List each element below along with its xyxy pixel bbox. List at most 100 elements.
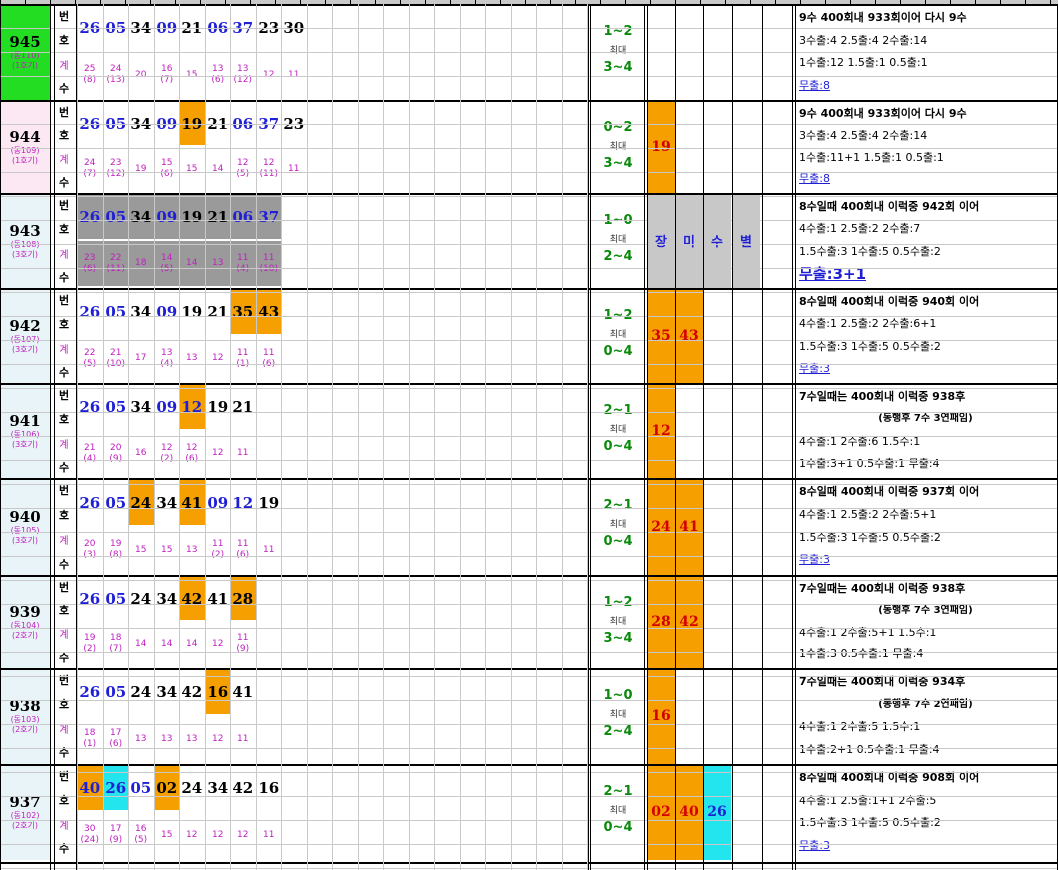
number-cell[interactable]: 34 — [156, 493, 178, 512]
count-value: 12 — [212, 448, 224, 458]
round-cell: 939 (동104) (2호기) — [0, 575, 50, 668]
grid-line — [725, 0, 726, 4]
grid-line — [307, 4, 308, 870]
number-cell[interactable]: 37 — [256, 195, 282, 239]
number-cell[interactable]: 42 — [232, 779, 254, 797]
number-cell[interactable]: 34 — [207, 779, 229, 797]
number-cell[interactable]: 16 — [205, 670, 231, 714]
number-cell[interactable]: 05 — [130, 779, 152, 797]
number-cell[interactable]: 05 — [105, 303, 127, 321]
number-cell[interactable]: 34 — [130, 398, 152, 416]
pattern-max-label: 최대 — [609, 234, 627, 245]
count-cell: 12 — [179, 812, 205, 858]
number-cell[interactable]: 26 — [77, 195, 103, 239]
number-cell[interactable]: 05 — [105, 493, 127, 512]
number-cell[interactable]: 26 — [79, 303, 101, 321]
number-cell[interactable]: 26 — [79, 114, 101, 133]
number-cell[interactable]: 09 — [156, 114, 178, 133]
pattern-max-label: 최대 — [609, 141, 627, 152]
number-cell[interactable]: 05 — [105, 683, 127, 701]
number-cell[interactable]: 05 — [105, 114, 127, 133]
grid-line — [0, 764, 1058, 766]
number-cell[interactable]: 24 — [130, 683, 152, 701]
number-cell[interactable]: 34 — [130, 303, 152, 321]
hit-number-cell: 12 — [647, 383, 675, 478]
count-value: 11 — [263, 252, 275, 263]
grid-line — [0, 364, 1058, 365]
count-cell: 11 — [281, 52, 307, 98]
number-cell[interactable]: 09 — [154, 195, 180, 239]
number-cell[interactable]: 05 — [105, 398, 127, 416]
number-cell[interactable]: 21 — [207, 303, 229, 321]
note-line: 1수출:11+1 1.5출:1 0.5출:1 — [799, 150, 944, 164]
count-sub: (2) — [83, 644, 97, 654]
number-cell[interactable]: 24 — [130, 589, 152, 608]
number-cell[interactable]: 34 — [128, 195, 154, 239]
number-cell[interactable]: 12 — [232, 493, 254, 512]
hit-number-cell: 19 — [647, 100, 675, 193]
grid-line — [700, 0, 701, 4]
number-cell[interactable]: 09 — [156, 398, 178, 416]
number-cell[interactable]: 12 — [179, 385, 205, 429]
number-cell[interactable]: 26 — [79, 683, 101, 701]
count-sub: (6) — [236, 550, 250, 560]
count-cell: 13 — [154, 716, 180, 762]
number-cell[interactable]: 19 — [179, 102, 205, 145]
number-cell[interactable]: 21 — [205, 195, 231, 239]
count-sub: (4) — [160, 359, 173, 370]
number-cell[interactable]: 16 — [258, 779, 280, 797]
grid-line — [50, 4, 51, 870]
number-cell[interactable]: 23 — [283, 114, 305, 133]
number-cell[interactable]: 34 — [156, 589, 178, 608]
number-cell[interactable]: 26 — [79, 493, 101, 512]
number-cell[interactable]: 43 — [256, 290, 282, 334]
number-cell[interactable]: 19 — [207, 398, 229, 416]
count-cell: 11(6) — [230, 527, 256, 573]
number-cell[interactable]: 37 — [258, 114, 280, 133]
number-cell[interactable]: 34 — [130, 114, 152, 133]
count-sub: (6) — [211, 75, 225, 85]
grid-line — [925, 0, 926, 4]
number-cell[interactable]: 05 — [103, 195, 129, 239]
number-cell[interactable]: 26 — [79, 398, 101, 416]
number-cell[interactable]: 24 — [181, 779, 203, 797]
number-cell[interactable]: 41 — [179, 480, 205, 525]
number-cell[interactable]: 34 — [156, 683, 178, 701]
grid-line — [0, 484, 1058, 485]
number-cell[interactable]: 19 — [258, 493, 280, 512]
number-cell[interactable]: 06 — [230, 195, 256, 239]
count-value: 23 — [110, 158, 122, 168]
number-cell[interactable]: 41 — [207, 589, 229, 608]
number-cell[interactable]: 02 — [154, 766, 180, 810]
number-cell[interactable]: 24 — [128, 480, 154, 525]
number-cell[interactable]: 35 — [230, 290, 256, 334]
number-cell[interactable]: 06 — [232, 114, 254, 133]
count-value: 11 — [263, 544, 275, 555]
number-cell[interactable]: 40 — [77, 766, 103, 810]
number-cell[interactable]: 09 — [207, 493, 229, 512]
count-sub: (8) — [109, 550, 123, 560]
number-cell[interactable]: 21 — [232, 398, 254, 416]
round-number: 943 — [9, 221, 41, 240]
grid-line — [77, 4, 78, 870]
count-sub: (5) — [236, 169, 250, 179]
number-cell[interactable]: 41 — [232, 683, 254, 701]
grid-line — [76, 4, 77, 870]
number-cell[interactable]: 28 — [230, 577, 256, 620]
number-cell[interactable]: 26 — [103, 766, 129, 810]
count-sub: (2) — [211, 550, 225, 560]
number-cell[interactable]: 26 — [79, 589, 101, 608]
grid-line — [383, 4, 384, 870]
number-cell[interactable]: 42 — [181, 683, 203, 701]
number-cell[interactable]: 21 — [207, 114, 229, 133]
grid-line — [875, 0, 876, 4]
round-cell: 938 (동103) (2호기) — [0, 668, 50, 764]
number-cell[interactable]: 19 — [181, 303, 203, 321]
round-sub-machine: (3호기) — [11, 249, 39, 259]
number-cell[interactable]: 09 — [156, 303, 178, 321]
count-cell: 13 — [128, 716, 154, 762]
number-cell[interactable]: 05 — [105, 589, 127, 608]
round-sub-machine: (2호기) — [11, 725, 39, 734]
number-cell[interactable]: 19 — [179, 195, 205, 239]
number-cell[interactable]: 42 — [179, 577, 205, 620]
